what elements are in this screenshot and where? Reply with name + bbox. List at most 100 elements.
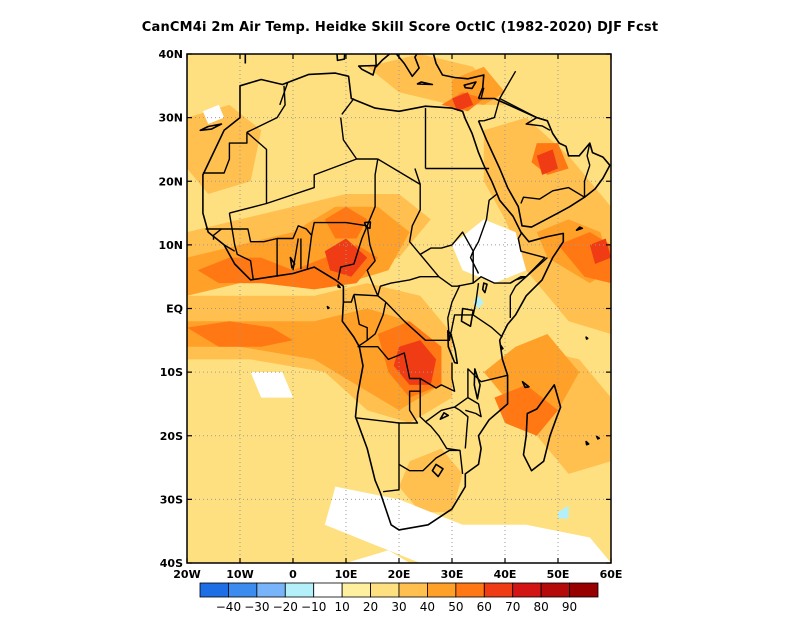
europe-coastline <box>244 54 485 99</box>
country-border <box>212 228 222 240</box>
country-border <box>223 244 236 252</box>
skill-region <box>558 505 569 519</box>
colorbar-swatch <box>284 582 315 598</box>
x-tick-label: 20W <box>173 568 200 581</box>
country-border <box>454 406 469 449</box>
chart-title: CanCM4i 2m Air Temp. Heidke Skill Score … <box>141 20 659 35</box>
country-border <box>357 301 387 348</box>
y-tick-label: 10S <box>160 366 183 379</box>
country-border <box>425 421 461 452</box>
island-outline <box>575 226 584 231</box>
colorbar-swatch <box>512 582 542 598</box>
colorbar-label: 40 <box>420 600 435 614</box>
colorbar-swatch <box>483 582 514 598</box>
colorbar-swatch <box>199 582 229 598</box>
y-tick-label: 40S <box>160 557 183 570</box>
island-outline <box>357 64 377 76</box>
y-tick-label: 30N <box>158 112 183 125</box>
axis-ticks: 20W 10W 0 10E 20E 30E 40E 50E 60E 40N 30N 20N 10N EQ 1… <box>158 48 622 581</box>
country-border <box>353 293 387 303</box>
x-tick-label: 60E <box>600 568 623 581</box>
y-tick-label: 10N <box>158 239 183 252</box>
arabia-coastline <box>477 97 611 228</box>
colorbar-swatch <box>427 582 457 598</box>
island-outline <box>595 435 601 440</box>
country-border <box>337 225 368 281</box>
skill-region <box>346 550 410 563</box>
colorbar-label: −20 <box>273 600 298 614</box>
colorbar-label: 50 <box>448 600 463 614</box>
country-border <box>202 132 248 174</box>
country-border <box>483 98 501 122</box>
colorbar-label: −40 <box>216 600 241 614</box>
island-outline <box>336 54 346 62</box>
colorbar-swatch <box>398 582 428 598</box>
country-border <box>340 117 358 160</box>
country-border <box>353 294 368 341</box>
colorbar-swatch <box>341 582 371 598</box>
country-border <box>246 85 286 133</box>
lake-outline <box>439 411 450 421</box>
country-border <box>520 186 585 204</box>
island-outline <box>499 344 504 351</box>
lake-outline <box>460 307 475 328</box>
x-tick-label: 40E <box>494 568 517 581</box>
country-border <box>465 396 482 418</box>
colorbar-swatch <box>313 582 343 598</box>
colorbar-label: 60 <box>477 600 492 614</box>
skill-region <box>202 104 225 124</box>
colorbar-swatch <box>455 582 485 598</box>
y-tick-label: 20N <box>158 175 183 188</box>
skill-region <box>250 372 293 398</box>
island-outline <box>463 81 477 90</box>
skill-region <box>187 321 293 347</box>
skill-region <box>399 448 463 513</box>
colorbar-label: 90 <box>562 600 577 614</box>
country-border <box>341 98 355 115</box>
y-tick-label: 30S <box>160 493 183 506</box>
y-tick-label: 20S <box>160 430 183 443</box>
country-outlines <box>199 54 611 531</box>
lake-outline <box>431 463 444 478</box>
madagascar-coastline <box>522 384 562 472</box>
country-border <box>306 235 313 269</box>
colorbar: −40 −30 −20 −10 10 20 30 40 50 60 70 80 90 <box>199 582 599 614</box>
country-border <box>279 82 289 106</box>
country-border <box>499 70 517 99</box>
x-tick-label: 10E <box>335 568 358 581</box>
island-outline <box>585 440 590 446</box>
italy-coastline <box>374 54 391 68</box>
country-border <box>231 228 254 280</box>
colorbar-swatch <box>256 582 286 598</box>
colorbar-label: 70 <box>505 600 520 614</box>
x-tick-label: 30E <box>441 568 464 581</box>
x-tick-label: 50E <box>547 568 570 581</box>
country-border <box>292 238 299 271</box>
country-border <box>509 231 546 284</box>
island-outline <box>416 81 434 86</box>
country-border <box>509 276 527 318</box>
colorbar-label: −30 <box>244 600 269 614</box>
skill-region <box>536 149 558 175</box>
country-border <box>419 231 480 274</box>
x-tick-label: 10W <box>226 568 253 581</box>
country-border <box>228 212 368 243</box>
colorbar-label: 10 <box>335 600 350 614</box>
country-border <box>343 294 355 303</box>
country-border <box>472 283 480 316</box>
country-border <box>366 158 379 227</box>
skill-region <box>324 486 611 563</box>
colorbar-label: 20 <box>363 600 378 614</box>
country-border <box>356 346 421 424</box>
country-border <box>266 158 378 205</box>
colorbar-swatch <box>569 582 599 598</box>
y-tick-label: EQ <box>166 303 183 316</box>
y-tick-label: 40N <box>158 48 183 61</box>
country-border <box>583 165 591 198</box>
plot-area <box>187 54 611 563</box>
colorbar-label: 30 <box>391 600 406 614</box>
country-border <box>229 131 268 214</box>
colorbar-label: 80 <box>534 600 549 614</box>
colorbar-swatch <box>228 582 258 598</box>
island-outline <box>326 305 330 310</box>
